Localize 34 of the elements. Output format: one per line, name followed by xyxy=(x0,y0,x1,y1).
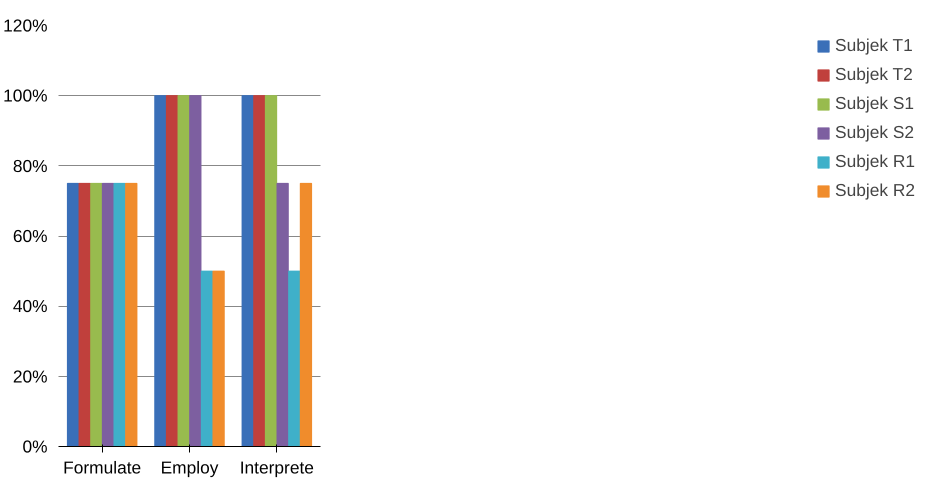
bar xyxy=(288,270,300,446)
legend-label: Subjek S2 xyxy=(835,122,914,143)
bar xyxy=(90,182,102,446)
bar xyxy=(154,95,167,446)
x-tick-label: Formulate xyxy=(63,458,142,478)
bar xyxy=(200,270,214,446)
y-tick-label: 120% xyxy=(3,16,48,36)
legend-label: Subjek S1 xyxy=(835,93,914,114)
legend-label: Subjek T2 xyxy=(835,64,913,85)
y-tick-label: 0% xyxy=(22,436,48,456)
bar xyxy=(113,182,126,446)
y-tick-label: 80% xyxy=(12,156,48,176)
bar xyxy=(125,182,138,446)
y-tick-label: 40% xyxy=(12,296,48,316)
y-tick-label: 100% xyxy=(3,86,48,106)
bar xyxy=(264,95,278,446)
bar xyxy=(212,270,225,446)
bar xyxy=(242,95,254,446)
legend-label: Subjek R1 xyxy=(835,151,915,172)
bar xyxy=(66,182,80,446)
bar xyxy=(253,95,266,446)
bar xyxy=(178,95,190,446)
x-tick-label: Employ xyxy=(160,458,219,478)
y-tick-label: 20% xyxy=(12,366,48,386)
legend-label: Subjek R2 xyxy=(835,180,915,201)
bar xyxy=(276,182,289,446)
bar xyxy=(300,182,312,446)
legend-label: Subjek T1 xyxy=(835,35,913,56)
bar xyxy=(78,182,91,446)
bar xyxy=(102,182,114,446)
bar xyxy=(166,95,178,446)
x-tick-label: Interprete xyxy=(240,458,314,478)
bar xyxy=(189,95,202,446)
y-tick-label: 60% xyxy=(12,226,48,246)
